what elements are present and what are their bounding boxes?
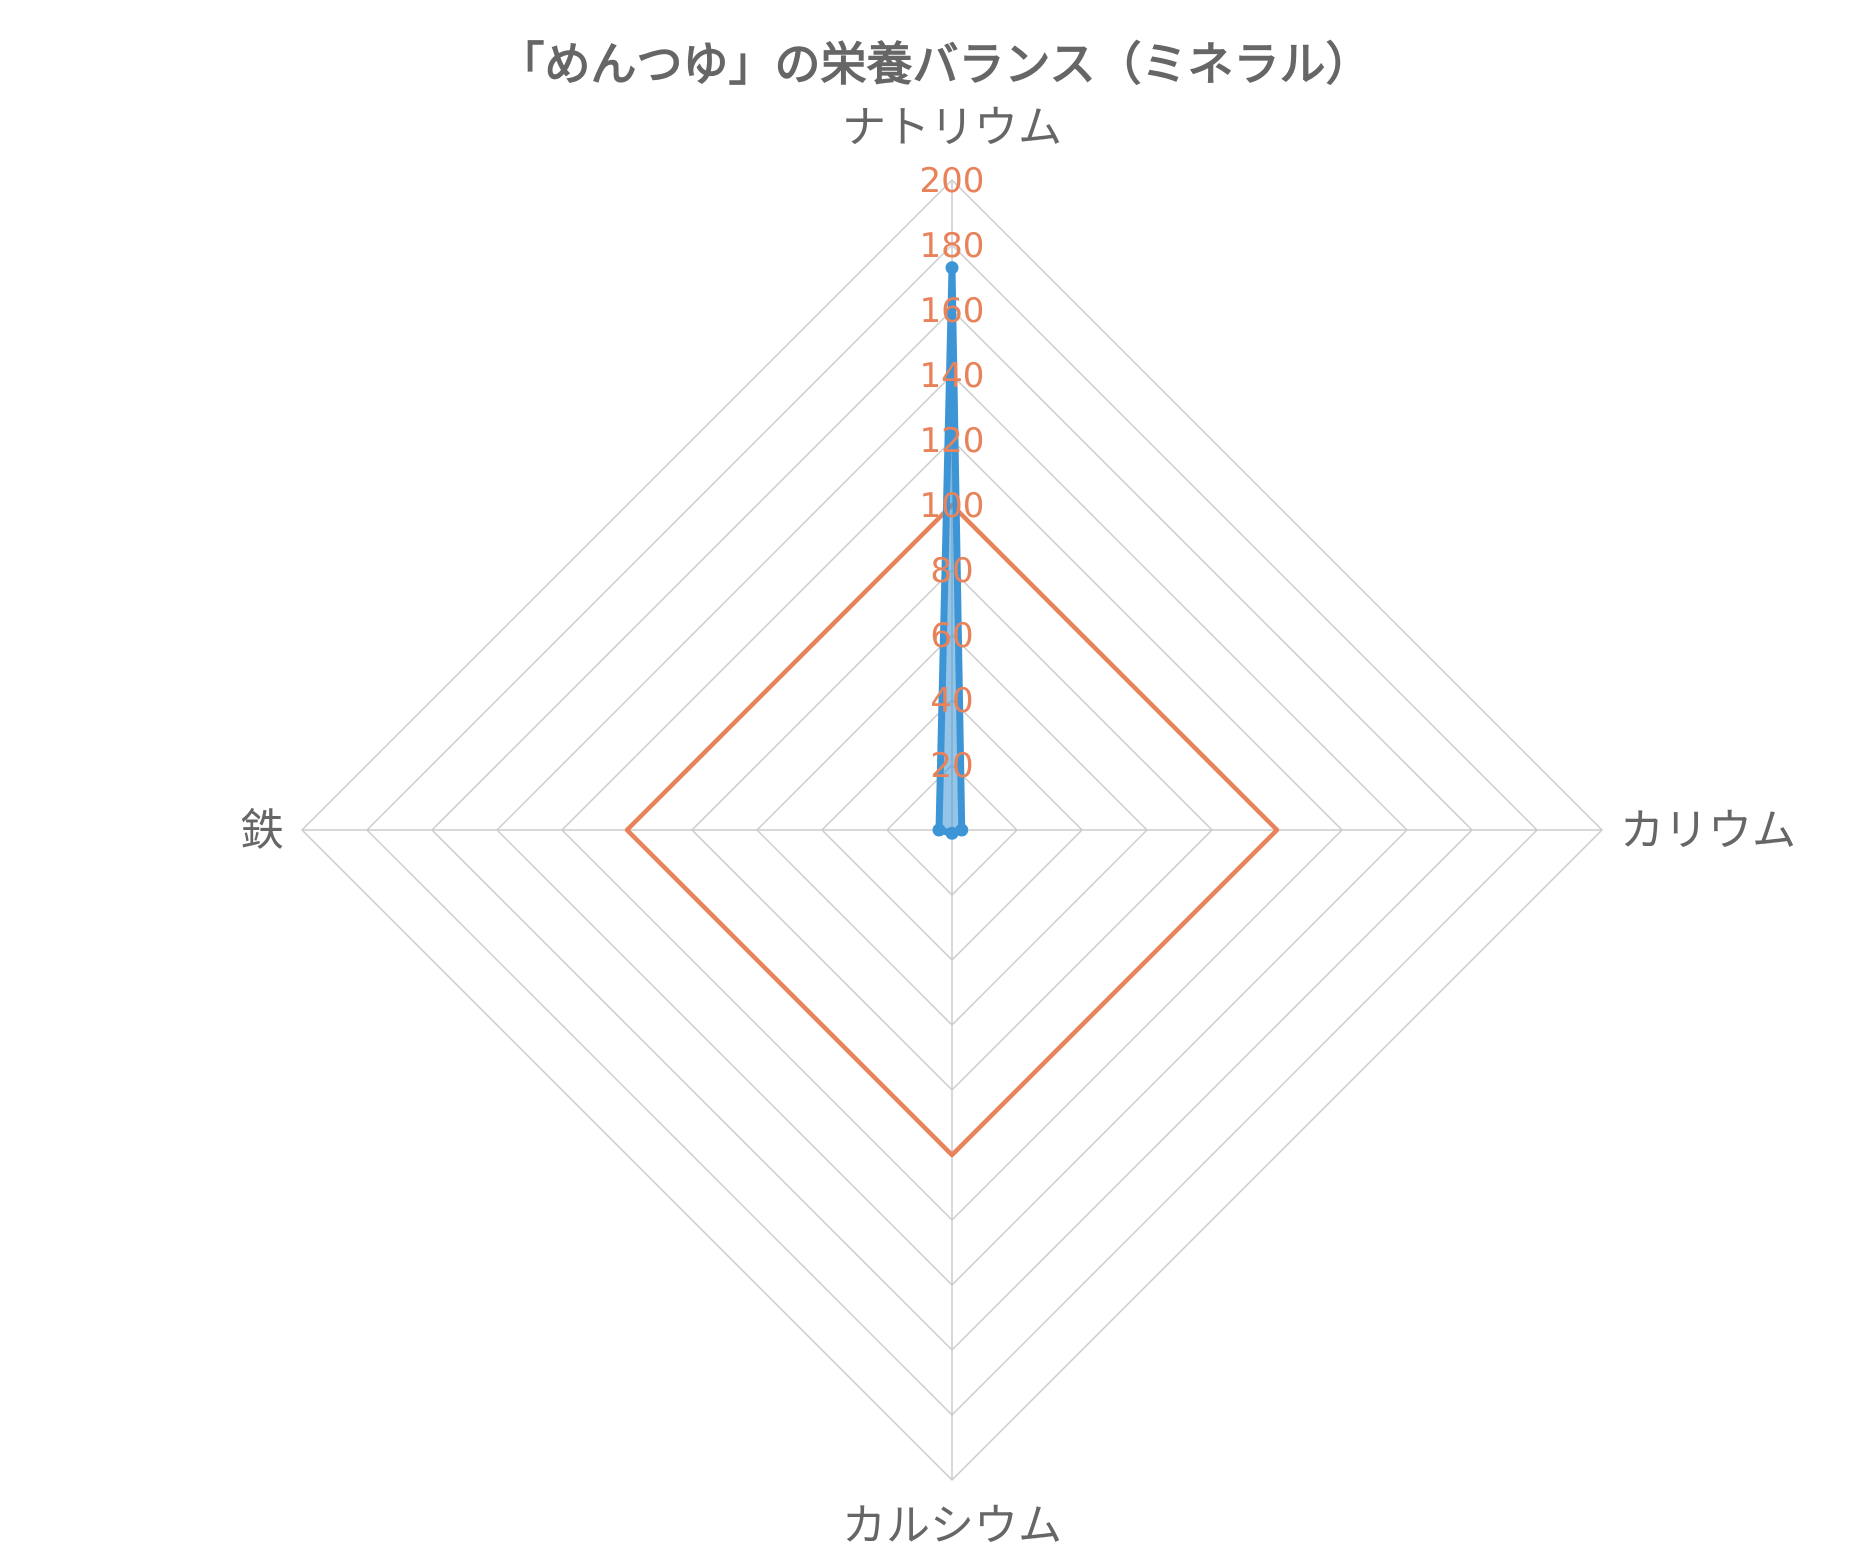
tick-label-20: 20 xyxy=(930,746,973,786)
radar-series xyxy=(624,261,1280,1158)
tick-label-140: 140 xyxy=(920,356,985,396)
radial-tick-labels: 20 40 60 80 100 120 140 160 180 200 xyxy=(920,161,985,786)
axis-label-3: 鉄 xyxy=(240,805,284,856)
tick-label-60: 60 xyxy=(930,616,973,656)
axis-label-2: カルシウム xyxy=(842,1500,1062,1550)
series-1-point-0 xyxy=(945,261,959,275)
tick-label-200: 200 xyxy=(920,161,985,201)
tick-label-120: 120 xyxy=(920,421,985,461)
axis-label-0: ナトリウム xyxy=(842,102,1062,153)
tick-label-180: 180 xyxy=(920,226,985,266)
chart-title: 「めんつゆ」の栄養バランス（ミネラル） xyxy=(498,37,1372,91)
series-1-point-3 xyxy=(932,823,946,837)
tick-label-80: 80 xyxy=(930,551,973,591)
series-1-point-2 xyxy=(945,826,959,840)
series-0-polygon xyxy=(624,502,1280,1158)
tick-label-160: 160 xyxy=(920,291,985,331)
tick-label-100: 100 xyxy=(920,486,985,526)
tick-label-40: 40 xyxy=(930,681,973,721)
axis-label-1: カリウム xyxy=(1620,805,1796,856)
